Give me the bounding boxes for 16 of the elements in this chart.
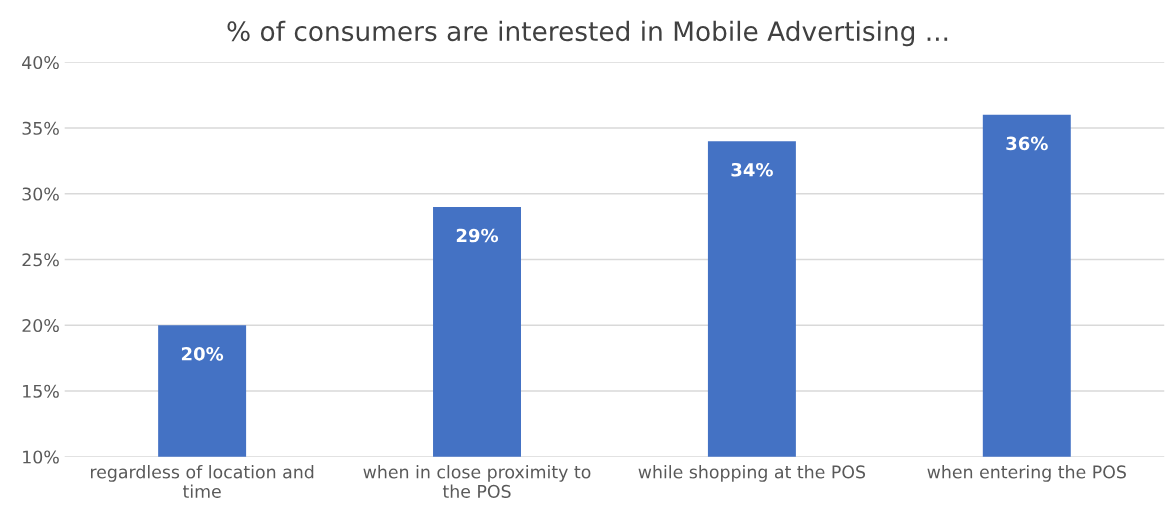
y-tick-label: 20% [22,318,59,333]
y-tick-label: 30% [22,187,59,201]
y-tick-label: 35% [22,121,59,135]
data-label: 36% [1006,136,1048,151]
chart-title: % of consumers are interested in Mobile Advertising ... [227,20,948,47]
y-tick-label: 10% [23,450,59,464]
y-tick-label: 25% [22,253,59,267]
y-tick-label: 15% [23,384,59,398]
x-tick-label: when in close proximity to the POS [363,465,591,498]
x-tick-label: when entering the POS [927,465,1126,482]
y-tick-label: 40% [22,55,59,70]
data-label: 29% [456,228,499,243]
x-tick-label: regardless of location and time [91,465,314,498]
data-label: 20% [181,346,224,361]
x-tick-label: while shopping at the POS [638,465,866,482]
data-label: 34% [731,162,773,177]
